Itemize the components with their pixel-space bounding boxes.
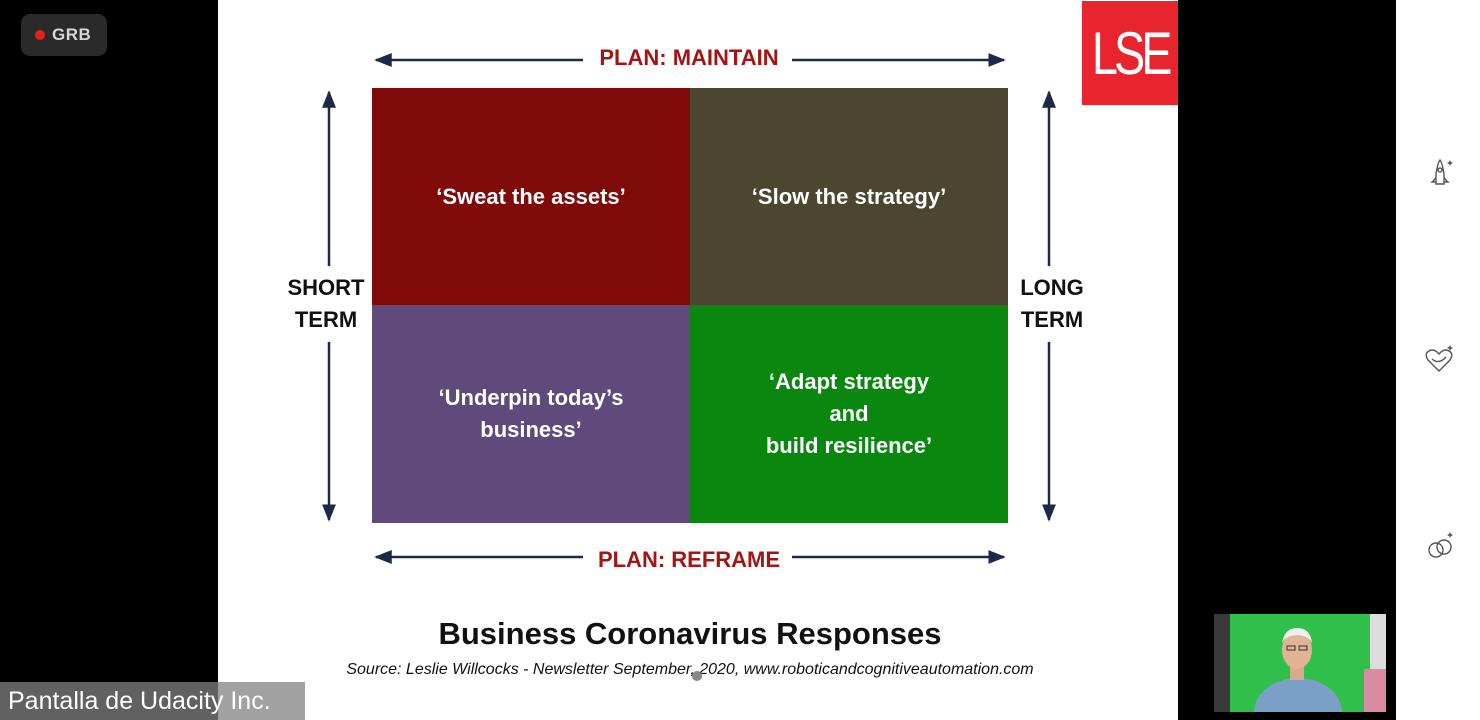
quadrant-text: ‘Adapt strategy and build resilience’ bbox=[765, 369, 933, 458]
presenter-video-image bbox=[1214, 614, 1386, 712]
quadrant-adapt-strategy: ‘Adapt strategy and build resilience’ bbox=[690, 305, 1008, 523]
axis-label-bottom: PLAN: REFRAME bbox=[597, 547, 781, 572]
lse-logo: LSE bbox=[1082, 1, 1178, 105]
lse-logo-text: LSE bbox=[1091, 19, 1173, 87]
recording-label: GRB bbox=[52, 25, 92, 44]
recording-dot-icon bbox=[35, 30, 45, 40]
pointer-cursor bbox=[692, 671, 702, 681]
quadrant-underpin-business: ‘Underpin today’s business’ bbox=[372, 305, 690, 523]
quadrant-text: ‘Slow the strategy’ bbox=[751, 183, 947, 209]
slide-source: Source: Leslie Willcocks - Newsletter Se… bbox=[346, 661, 1034, 678]
axis-label-left: SHORT TERM bbox=[287, 275, 365, 332]
screen-share-label: Pantalla de Udacity Inc. bbox=[0, 682, 305, 720]
presentation-slide: PLAN: MAINTAIN PLAN: REFRAME SHORT TERM … bbox=[218, 0, 1178, 720]
slide-title: Business Coronavirus Responses bbox=[438, 616, 942, 651]
axis-label-right: LONG TERM bbox=[1020, 275, 1084, 332]
reaction-sidebar bbox=[1396, 0, 1480, 720]
quadrant-text: ‘Sweat the assets’ bbox=[436, 183, 626, 209]
quadrant-sweat-assets: ‘Sweat the assets’ bbox=[372, 88, 690, 305]
heart-icon[interactable] bbox=[1422, 341, 1458, 377]
quadrant-slow-strategy: ‘Slow the strategy’ bbox=[690, 88, 1008, 305]
rocket-icon[interactable] bbox=[1422, 154, 1458, 190]
axis-label-top: PLAN: MAINTAIN bbox=[599, 45, 779, 70]
presenter-video-thumbnail[interactable] bbox=[1214, 614, 1386, 712]
quadrant-text: ‘Underpin today’s business’ bbox=[438, 385, 624, 442]
axis-arrows bbox=[322, 53, 1056, 564]
rings-icon[interactable] bbox=[1422, 528, 1458, 564]
recording-badge: GRB bbox=[21, 14, 107, 56]
